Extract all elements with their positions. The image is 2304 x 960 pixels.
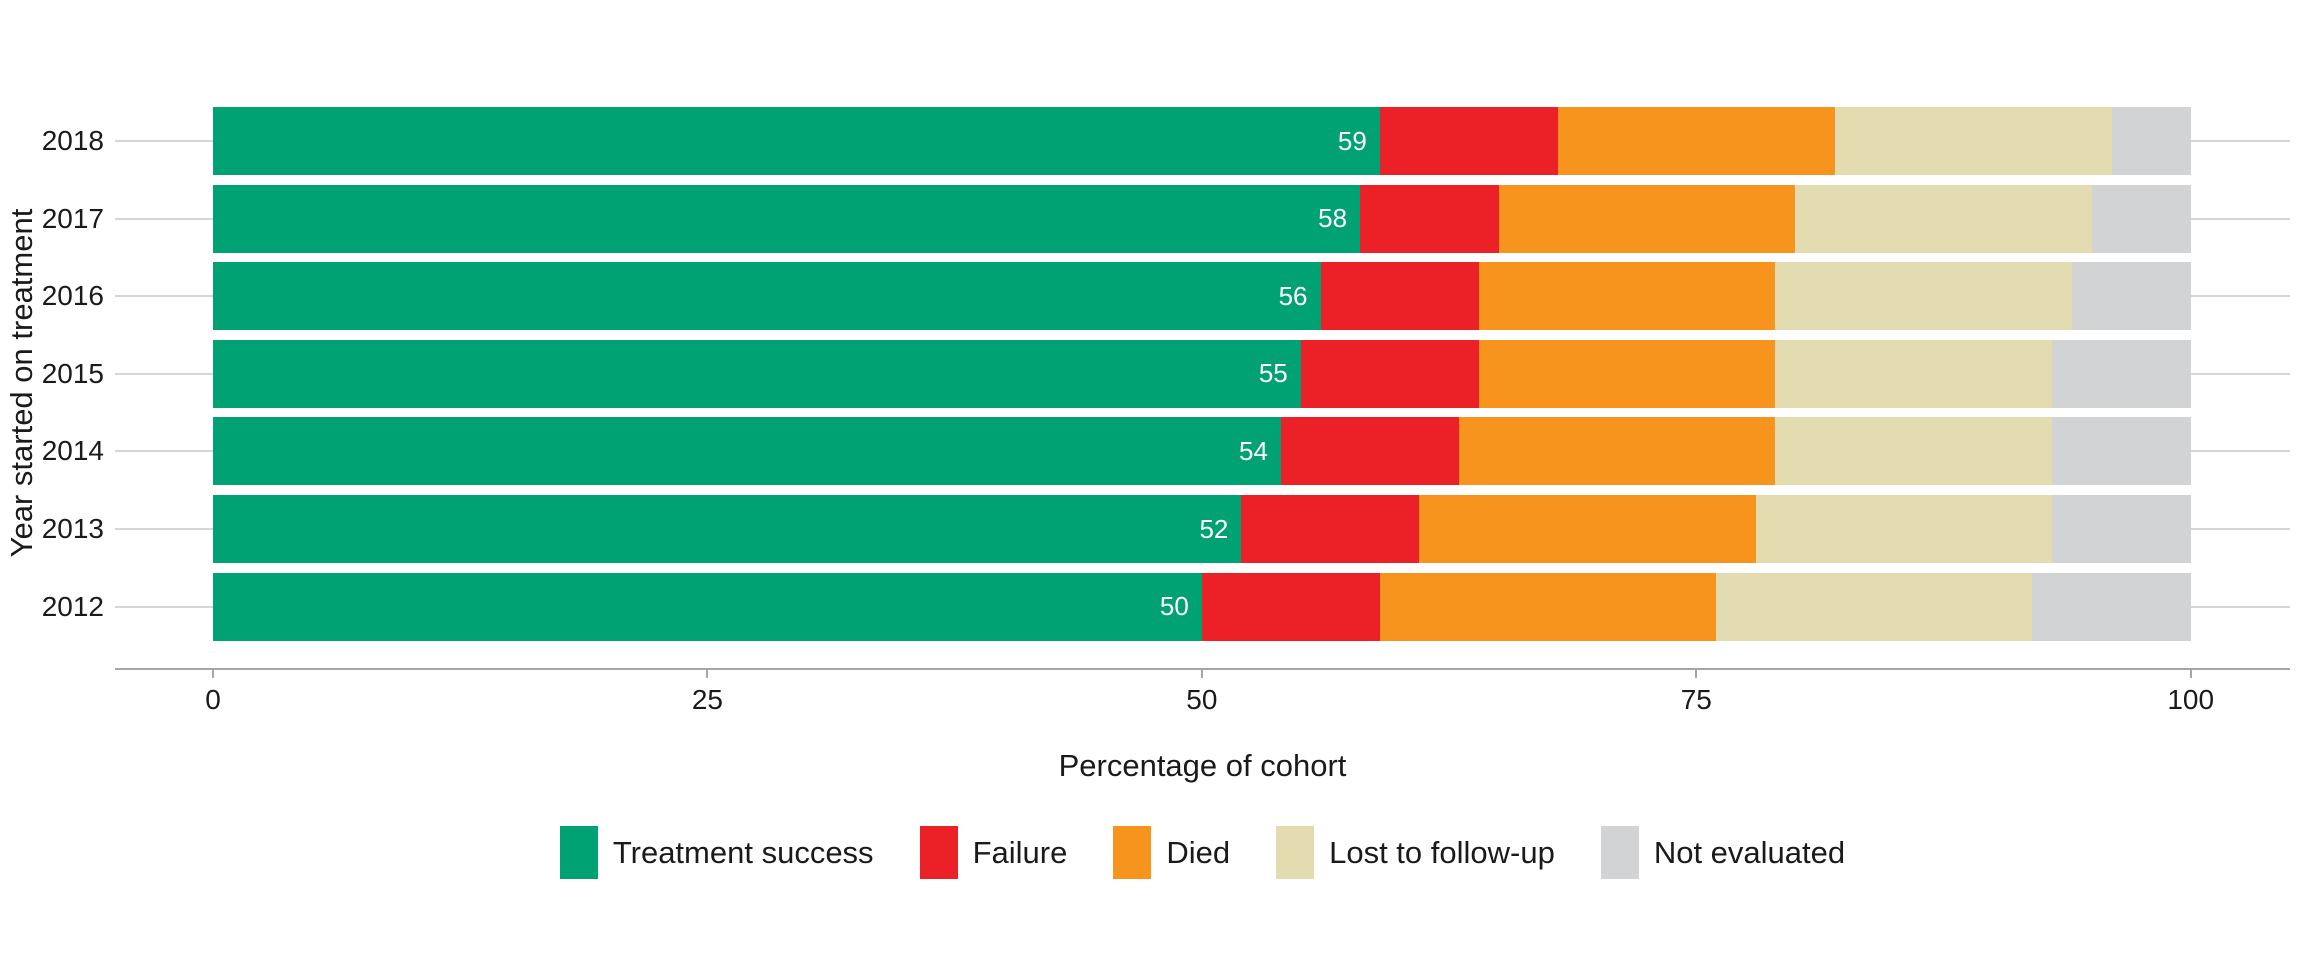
x-tick-label-100: 100 <box>2167 684 2215 715</box>
bar-segment-lost-to-follow-up <box>1795 184 2092 253</box>
bar-segment-failure <box>1360 184 1499 253</box>
x-tick-label-0: 0 <box>205 684 221 715</box>
legend-swatch-not-evaluated <box>1600 826 1639 879</box>
bar-segment-died <box>1379 572 1717 641</box>
bar-segment-lost-to-follow-up <box>1716 572 2033 641</box>
bar-value-label-2017: 58 <box>1318 203 1348 234</box>
y-tick-label-2016: 2016 <box>41 280 104 312</box>
bar-value-label-2012: 50 <box>1159 591 1189 622</box>
bar-segment-died <box>1419 495 1756 563</box>
bar-value-label-2016: 56 <box>1278 280 1308 311</box>
x-tick-100 <box>2189 669 2192 678</box>
bar-segment-failure <box>1320 262 1479 331</box>
bar-segment-treatment-success: 50 <box>213 572 1202 641</box>
x-tick-75 <box>1695 669 1698 678</box>
y-tick-label-2018: 2018 <box>41 125 104 156</box>
bar-segment-not-evaluated <box>2111 107 2191 175</box>
legend-item-lost-to-follow-up: Lost to follow-up <box>1276 826 1555 879</box>
bar-segment-not-evaluated <box>2052 339 2191 408</box>
bar-segment-treatment-success: 56 <box>213 262 1321 331</box>
bar-segment-failure <box>1201 572 1380 641</box>
bar-value-label-2018: 59 <box>1337 125 1367 156</box>
bar-segment-lost-to-follow-up <box>1775 417 2053 486</box>
legend-swatch-failure <box>919 826 958 879</box>
bar-row-2016: 56 <box>213 262 2191 331</box>
bar-value-label-2014: 54 <box>1239 435 1268 466</box>
x-tick-25 <box>706 669 709 678</box>
bar-segment-failure <box>1241 495 1420 563</box>
legend-label-not-evaluated: Not evaluated <box>1653 835 1846 870</box>
bar-row-2013: 52 <box>213 495 2191 563</box>
bar-value-label-2015: 55 <box>1258 358 1288 389</box>
bar-segment-lost-to-follow-up <box>1775 339 2053 408</box>
bar-row-2017: 58 <box>213 184 2191 253</box>
bar-row-2012: 50 <box>213 572 2191 641</box>
legend-swatch-died <box>1113 826 1152 879</box>
bar-row-2014: 54 <box>213 417 2191 486</box>
bar-segment-treatment-success: 52 <box>213 495 1242 563</box>
bar-segment-treatment-success: 59 <box>213 107 1380 175</box>
bar-segment-failure <box>1280 417 1459 486</box>
bar-segment-failure <box>1300 339 1479 408</box>
bar-segment-lost-to-follow-up <box>1834 107 2112 175</box>
bar-segment-treatment-success: 55 <box>213 339 1301 408</box>
bar-segment-not-evaluated <box>2091 184 2191 253</box>
legend-swatch-lost-to-follow-up <box>1276 826 1315 879</box>
y-tick-label-2014: 2014 <box>41 435 104 467</box>
bar-segment-treatment-success: 58 <box>213 184 1361 253</box>
legend-item-not-evaluated: Not evaluated <box>1600 826 1846 879</box>
bar-segment-died <box>1557 107 1835 175</box>
bar-segment-lost-to-follow-up <box>1775 262 2072 331</box>
bar-segment-died <box>1478 339 1776 408</box>
legend-swatch-treatment-success <box>559 826 598 879</box>
bar-segment-failure <box>1379 107 1558 175</box>
x-tick-0 <box>212 669 214 678</box>
legend-label-lost-to-follow-up: Lost to follow-up <box>1329 835 1555 870</box>
x-axis-title: Percentage of cohort <box>1058 748 1347 783</box>
bar-row-2018: 59 <box>213 107 2191 175</box>
bar-segment-died <box>1458 417 1776 486</box>
bar-segment-not-evaluated <box>2071 262 2191 331</box>
bar-segment-not-evaluated <box>2052 417 2191 486</box>
bar-segment-treatment-success: 54 <box>213 417 1281 486</box>
legend-item-failure: Failure <box>919 826 1068 879</box>
x-tick-label-75: 75 <box>1680 684 1712 715</box>
y-tick-label-2017: 2017 <box>41 202 104 234</box>
y-tick-label-2015: 2015 <box>41 357 104 389</box>
y-tick-label-2013: 2013 <box>41 513 104 544</box>
bar-segment-died <box>1478 262 1776 331</box>
bar-segment-died <box>1498 184 1796 253</box>
bar-row-2015: 55 <box>213 339 2191 408</box>
legend-item-died: Died <box>1113 826 1230 879</box>
bar-value-label-2013: 52 <box>1199 513 1229 544</box>
x-tick-label-50: 50 <box>1186 684 1218 715</box>
legend-label-failure: Failure <box>972 835 1068 870</box>
x-tick-label-25: 25 <box>691 684 723 715</box>
bar-segment-not-evaluated <box>2032 572 2191 641</box>
y-tick-label-2012: 2012 <box>41 590 104 622</box>
bar-segment-lost-to-follow-up <box>1755 495 2053 563</box>
bar-segment-not-evaluated <box>2052 495 2191 563</box>
legend: Treatment success Failure Died Lost to foll… <box>115 826 2290 879</box>
legend-label-treatment-success: Treatment success <box>612 835 874 870</box>
x-tick-50 <box>1200 669 1203 678</box>
legend-label-died: Died <box>1166 835 1231 870</box>
legend-item-treatment-success: Treatment success <box>559 826 874 879</box>
